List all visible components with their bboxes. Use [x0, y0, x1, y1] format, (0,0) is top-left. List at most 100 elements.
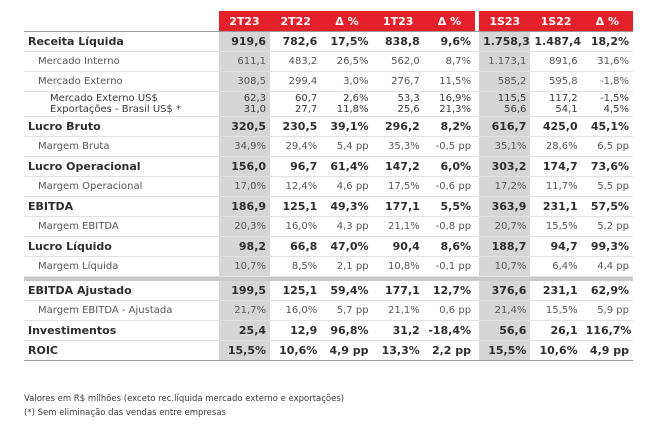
value-cell: 4,4 pp	[581, 256, 633, 277]
value-cell: 483,2	[270, 51, 322, 72]
value-cell: 186,9	[218, 196, 271, 217]
value-cell: -0,5 pp	[423, 136, 476, 157]
value-line: 16,9%	[439, 93, 472, 104]
value-cell: 20,3%	[218, 216, 271, 237]
value-cell: 11,7%	[530, 176, 582, 197]
value-cell: 17,5%	[372, 176, 424, 197]
value-cell: 5,2 pp	[581, 216, 633, 237]
column-gap	[475, 176, 480, 197]
value-cell: 31,6%	[581, 51, 633, 72]
value-cell: 616,7	[479, 116, 531, 137]
value-cell: -0,6 pp	[423, 176, 476, 197]
value-cell: 2,1 pp	[321, 256, 373, 277]
row-label: Margem Bruta	[24, 136, 219, 157]
value-cell: 16,0%	[270, 300, 322, 321]
value-cell: 34,9%	[218, 136, 271, 157]
separator-cell	[218, 276, 271, 281]
separator-cell	[475, 276, 480, 281]
value-line: 56,6	[504, 104, 527, 115]
row-label: Lucro Líquido	[24, 236, 219, 257]
value-cell: 188,7	[479, 236, 531, 257]
row-label: Margem EBITDA	[24, 216, 219, 237]
value-cell: 838,8	[372, 31, 424, 52]
table-row: Mercado Interno 611,1 483,2 26,5% 562,0 8,7% 1…	[24, 51, 633, 72]
value-cell: 35,3%	[372, 136, 424, 157]
value-cell: 5,9 pp	[581, 300, 633, 321]
footnotes: Valores em R$ milhões (exceto rec.líquid…	[24, 392, 344, 420]
row-label: Mercado Externo	[24, 71, 219, 92]
value-cell: -18,4%	[423, 320, 476, 341]
separator-cell	[24, 276, 219, 281]
row-label: Margem Operacional	[24, 176, 219, 197]
value-cell: 0,6 pp	[423, 300, 476, 321]
header-1t23: 1T23	[372, 11, 424, 32]
value-cell: 47,0%	[321, 236, 373, 257]
financial-table-container: 2T23 2T22 Δ % 1T23 Δ % 1S23 1S22 Δ % Rec…	[24, 11, 633, 361]
value-line: 27,7	[295, 104, 318, 115]
value-cell: 4,6 pp	[321, 176, 373, 197]
table-row: EBITDA Ajustado 199,5 125,1 59,4% 177,1 12,7%…	[24, 281, 633, 301]
value-cell: 15,5%	[530, 300, 582, 321]
table-row: Mercado Externo US$ Exportações - Brasil …	[24, 91, 633, 117]
value-cell: 585,2	[479, 71, 531, 92]
value-cell: 8,5%	[270, 256, 322, 277]
value-cell: 595,8	[530, 71, 582, 92]
table-row: Lucro Líquido 98,2 66,8 47,0% 90,4 8,6% 188,7 9…	[24, 236, 633, 257]
value-cell: 10,7%	[218, 256, 271, 277]
value-cell: 16,0%	[270, 216, 322, 237]
footnote-units: Valores em R$ milhões (exceto rec.líquid…	[24, 394, 345, 404]
value-cell: 96,8%	[321, 320, 373, 341]
value-cell: 66,8	[270, 236, 322, 257]
value-cell: 174,7	[530, 156, 582, 177]
value-cell: 62,9%	[581, 281, 633, 301]
value-cell: -0,8 pp	[423, 216, 476, 237]
value-cell: 117,2 54,1	[530, 91, 582, 117]
footnote-exports: (*) Sem eliminação das vendas entre empr…	[24, 408, 226, 418]
row-label: ROIC	[24, 340, 219, 361]
value-cell: 15,5%	[218, 340, 271, 361]
table-row: Margem Bruta 34,9% 29,4% 5,4 pp 35,3% -0,5 pp…	[24, 136, 633, 157]
value-cell: 919,6	[218, 31, 271, 52]
value-cell: 296,2	[372, 116, 424, 137]
value-cell: 320,5	[218, 116, 271, 137]
row-label: Mercado Externo US$ Exportações - Brasil …	[24, 91, 219, 117]
value-line: 4,5%	[603, 104, 629, 115]
row-label: Lucro Operacional	[24, 156, 219, 177]
row-label: Investimentos	[24, 320, 219, 341]
value-cell: 125,1	[270, 281, 322, 301]
value-cell: 53,3 25,6	[372, 91, 424, 117]
value-cell: 5,4 pp	[321, 136, 373, 157]
value-cell: 17,5%	[321, 31, 373, 52]
value-cell: 5,5%	[423, 196, 476, 217]
value-cell: 4,3 pp	[321, 216, 373, 237]
value-cell: 21,1%	[372, 300, 424, 321]
table-row: Receita Líquida 919,6 782,6 17,5% 838,8 9,6% 1…	[24, 31, 633, 52]
value-line: 115,5	[497, 93, 527, 104]
column-gap	[475, 340, 480, 361]
value-line: 62,3	[243, 93, 267, 104]
value-cell: 62,3 31,0	[218, 91, 271, 117]
header-delta-yoy: Δ %	[321, 11, 373, 32]
value-cell: 17,2%	[479, 176, 531, 197]
value-line: 31,0	[243, 104, 267, 115]
value-line: 53,3	[397, 93, 420, 104]
column-gap	[475, 216, 480, 237]
row-label: Lucro Bruto	[24, 116, 219, 137]
value-cell: 21,1%	[372, 216, 424, 237]
value-cell: 21,7%	[218, 300, 271, 321]
value-cell: 28,6%	[530, 136, 582, 157]
value-cell: 99,3%	[581, 236, 633, 257]
column-gap	[475, 51, 480, 72]
value-cell: 31,2	[372, 320, 424, 341]
value-cell: 13,3%	[372, 340, 424, 361]
value-cell: 61,4%	[321, 156, 373, 177]
value-cell: 10,6%	[270, 340, 322, 361]
value-cell: 308,5	[218, 71, 271, 92]
column-gap	[475, 156, 480, 177]
value-cell: 8,7%	[423, 51, 476, 72]
value-cell: 8,6%	[423, 236, 476, 257]
value-cell: 425,0	[530, 116, 582, 137]
value-cell: 1.173,1	[479, 51, 531, 72]
header-delta-qoq: Δ %	[423, 11, 476, 32]
column-gap	[475, 71, 480, 92]
